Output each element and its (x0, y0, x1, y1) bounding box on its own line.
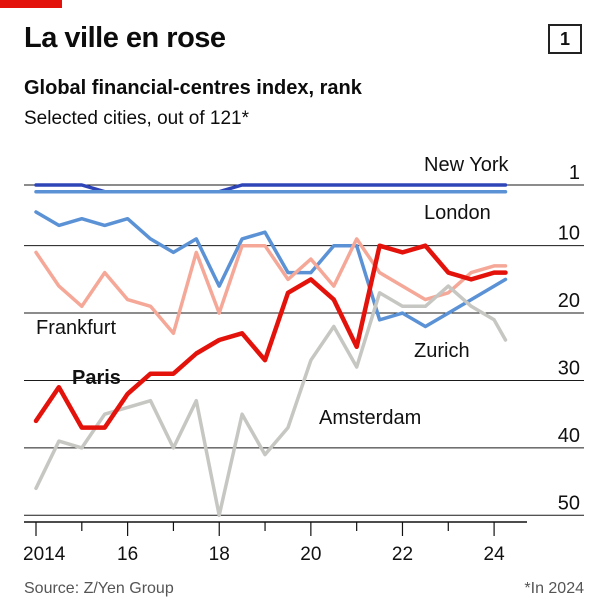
x-tick-label-22: 22 (392, 544, 413, 565)
chart-number-badge: 1 (548, 24, 582, 54)
footnote: *In 2024 (524, 580, 584, 597)
series-label-paris: Paris (72, 367, 121, 389)
axis-y-labels: 1 10 20 30 40 50 (558, 162, 580, 514)
axis-x: 2014 16 18 20 22 24 (23, 521, 527, 565)
x-tick-label-2014: 2014 (23, 544, 66, 565)
y-tick-label-20: 20 (558, 290, 580, 312)
series-label-new-york: New York (424, 154, 509, 176)
source-note: Source: Z/Yen Group (24, 580, 174, 597)
x-tick-label-24: 24 (484, 544, 506, 565)
x-tick-label-18: 18 (209, 544, 230, 565)
y-tick-label-10: 10 (558, 223, 580, 245)
gridlines (24, 184, 584, 516)
y-tick-label-30: 30 (558, 357, 580, 379)
y-tick-label-40: 40 (558, 425, 580, 447)
series-label-amsterdam: Amsterdam (319, 407, 421, 429)
x-tick-label-20: 20 (300, 544, 321, 565)
series-label-zurich: Zurich (414, 340, 470, 362)
series-labels: New York London Frankfurt Paris Zurich Amster… (36, 154, 509, 429)
x-tick-label-16: 16 (117, 544, 138, 565)
y-tick-label-1: 1 (569, 162, 580, 184)
series-lines (33, 183, 508, 518)
y-tick-label-50: 50 (558, 492, 580, 514)
chart-title: La ville en rose (24, 22, 226, 54)
series-line-paris (33, 243, 508, 430)
series-line-zurich (34, 210, 508, 329)
chart-subtitle: Global financial-centres index, rank (24, 77, 362, 99)
chart-note: Selected cities, out of 121* (24, 108, 249, 129)
series-label-london: London (424, 202, 491, 224)
brand-tag (0, 0, 62, 8)
series-label-frankfurt: Frankfurt (36, 317, 116, 339)
